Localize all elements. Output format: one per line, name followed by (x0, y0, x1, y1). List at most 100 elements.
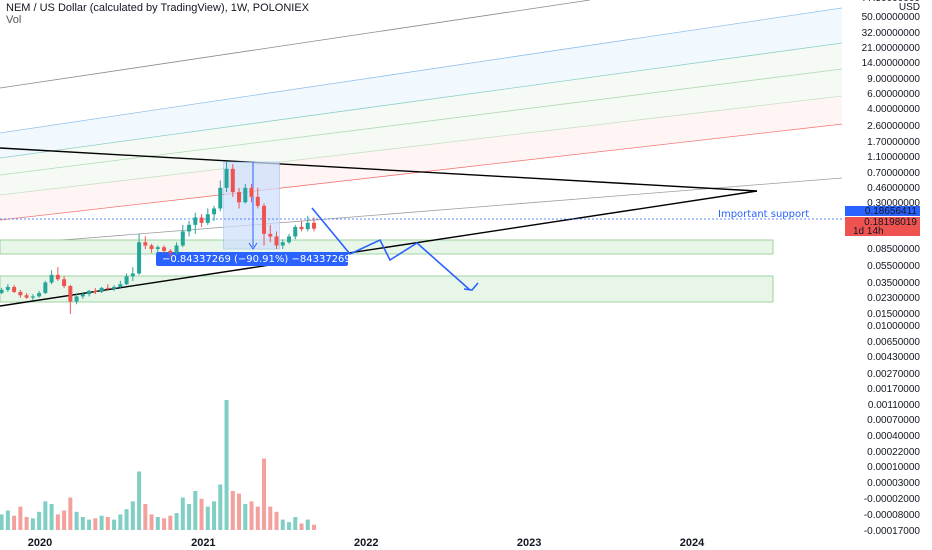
volume-bar (255, 506, 260, 530)
price-tick-label: 0.30000000 (867, 198, 920, 209)
price-tick-label: 0.01500000 (867, 309, 920, 320)
volume-bar (87, 519, 92, 530)
candle-body (87, 290, 92, 295)
time-tick-label: 2022 (354, 537, 378, 549)
candles-layer (0, 161, 317, 315)
time-axis[interactable]: 2020 2021 2022 2023 2024 (28, 537, 705, 549)
triangle-pattern-layer (0, 147, 758, 307)
candle-body (62, 279, 67, 287)
volume-bar (293, 517, 298, 530)
price-tick-label: 0.00022000 (867, 447, 920, 458)
candle-body (112, 286, 117, 289)
price-tick-label: 0.01000000 (867, 321, 920, 332)
price-tick-label: 0.05500000 (867, 261, 920, 272)
price-tick-label: -0.00008000 (864, 510, 921, 521)
chart-title: NEM / US Dollar (calculated by TradingVi… (6, 2, 310, 14)
candle-body (224, 168, 229, 188)
projection-path-layer (311, 207, 479, 291)
volume-bar (280, 519, 285, 530)
volume-bar (205, 506, 210, 530)
support-line-layer: Important support (0, 209, 842, 220)
volume-bar (112, 519, 117, 530)
price-tick-label: 0.03500000 (867, 278, 920, 289)
triangle-upper-line (0, 147, 758, 192)
candle-body (130, 273, 135, 277)
volume-bar (274, 511, 279, 530)
candle-body (199, 217, 204, 223)
volume-bar (212, 501, 217, 530)
volume-bar (130, 501, 135, 530)
volume-bar (249, 501, 254, 530)
candle-body (262, 205, 267, 234)
price-axis[interactable]: 77.50000000 50.00000000 32.00000000 21.0000… (845, 0, 932, 550)
volume-bar (0, 514, 4, 530)
candle-body (180, 231, 185, 246)
volume-bar (18, 506, 23, 530)
support-zones-layer (0, 239, 774, 303)
volume-bar (299, 523, 304, 530)
price-tick-label: 0.00170000 (867, 384, 920, 395)
measure-label: −0.84337269 (−90.91%) −84337269 (162, 254, 351, 265)
price-tick-label: 32.00000000 (862, 28, 921, 39)
volume-bar (24, 517, 29, 530)
price-tick-label: 0.02300000 (867, 293, 920, 304)
price-tick-label: 77.50000000 (862, 0, 921, 4)
fan-line-6 (0, 177, 843, 246)
fan-band-red (0, 96, 842, 220)
volume-bar (230, 491, 235, 530)
volume-bar (49, 504, 54, 530)
candle-body (205, 214, 210, 223)
candle-body (24, 295, 29, 298)
price-tick-label: 4.00000000 (867, 104, 920, 115)
price-label-last: 0.18198019 (864, 217, 917, 228)
candle-body (12, 286, 17, 292)
candle-body (274, 236, 279, 246)
candle-body (30, 296, 35, 298)
price-label-support-bg (845, 206, 920, 216)
volume-bar (80, 517, 85, 530)
volume-bar (62, 510, 67, 530)
price-tick-label: 14.00000000 (862, 58, 921, 69)
candle-body (55, 274, 60, 280)
price-tick-label: 0.00070000 (867, 415, 920, 426)
fan-band-green (0, 43, 842, 195)
price-label-last-bg (845, 217, 920, 227)
price-tick-label: 9.00000000 (867, 74, 920, 85)
volume-bar (124, 509, 129, 530)
candle-body (305, 222, 310, 230)
candle-body (143, 242, 148, 246)
price-tick-label: -0.00002000 (864, 494, 921, 505)
volume-bar (74, 511, 79, 530)
price-tick-label: 0.00040000 (867, 431, 920, 442)
candle-body (105, 287, 110, 289)
candle-body (80, 294, 85, 297)
candle-body (99, 287, 104, 292)
candle-body (230, 168, 235, 193)
volume-bar (12, 515, 17, 530)
volume-bar (55, 514, 60, 530)
candle-body (249, 187, 254, 197)
fan-line-0 (0, 0, 591, 89)
volume-bar (305, 519, 310, 530)
price-tick-label: 2.60000000 (867, 121, 920, 132)
volume-bar (180, 497, 185, 530)
candle-body (0, 289, 4, 294)
volume-bar (149, 514, 154, 530)
candle-body (168, 250, 173, 253)
volume-bar (118, 514, 123, 530)
candle-body (174, 245, 179, 253)
time-tick-label: 2023 (517, 537, 541, 549)
volume-label: Vol (6, 14, 22, 26)
candle-body (187, 224, 192, 232)
volume-bar (262, 458, 267, 530)
candle-body (18, 291, 23, 296)
volume-bar (30, 518, 35, 530)
time-tick-label: 2024 (680, 537, 705, 549)
volume-bar (162, 518, 167, 530)
volume-bar (43, 501, 48, 530)
candle-body (74, 296, 79, 302)
candle-body (149, 245, 154, 249)
fan-lines-layer (0, 0, 843, 246)
